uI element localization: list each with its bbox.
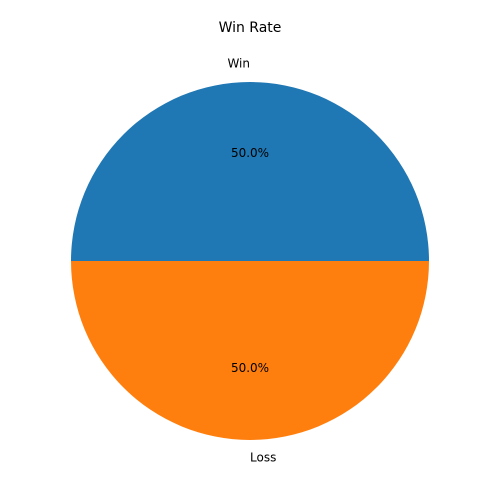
slice-value-label: 50.0% bbox=[231, 361, 269, 375]
slice-value-label: 50.0% bbox=[231, 146, 269, 160]
pie-slice bbox=[71, 82, 429, 261]
slice-label: Win bbox=[227, 57, 250, 71]
chart-title: Win Rate bbox=[219, 20, 282, 36]
slice-label: Loss bbox=[250, 450, 276, 464]
pie-slice bbox=[71, 261, 429, 440]
